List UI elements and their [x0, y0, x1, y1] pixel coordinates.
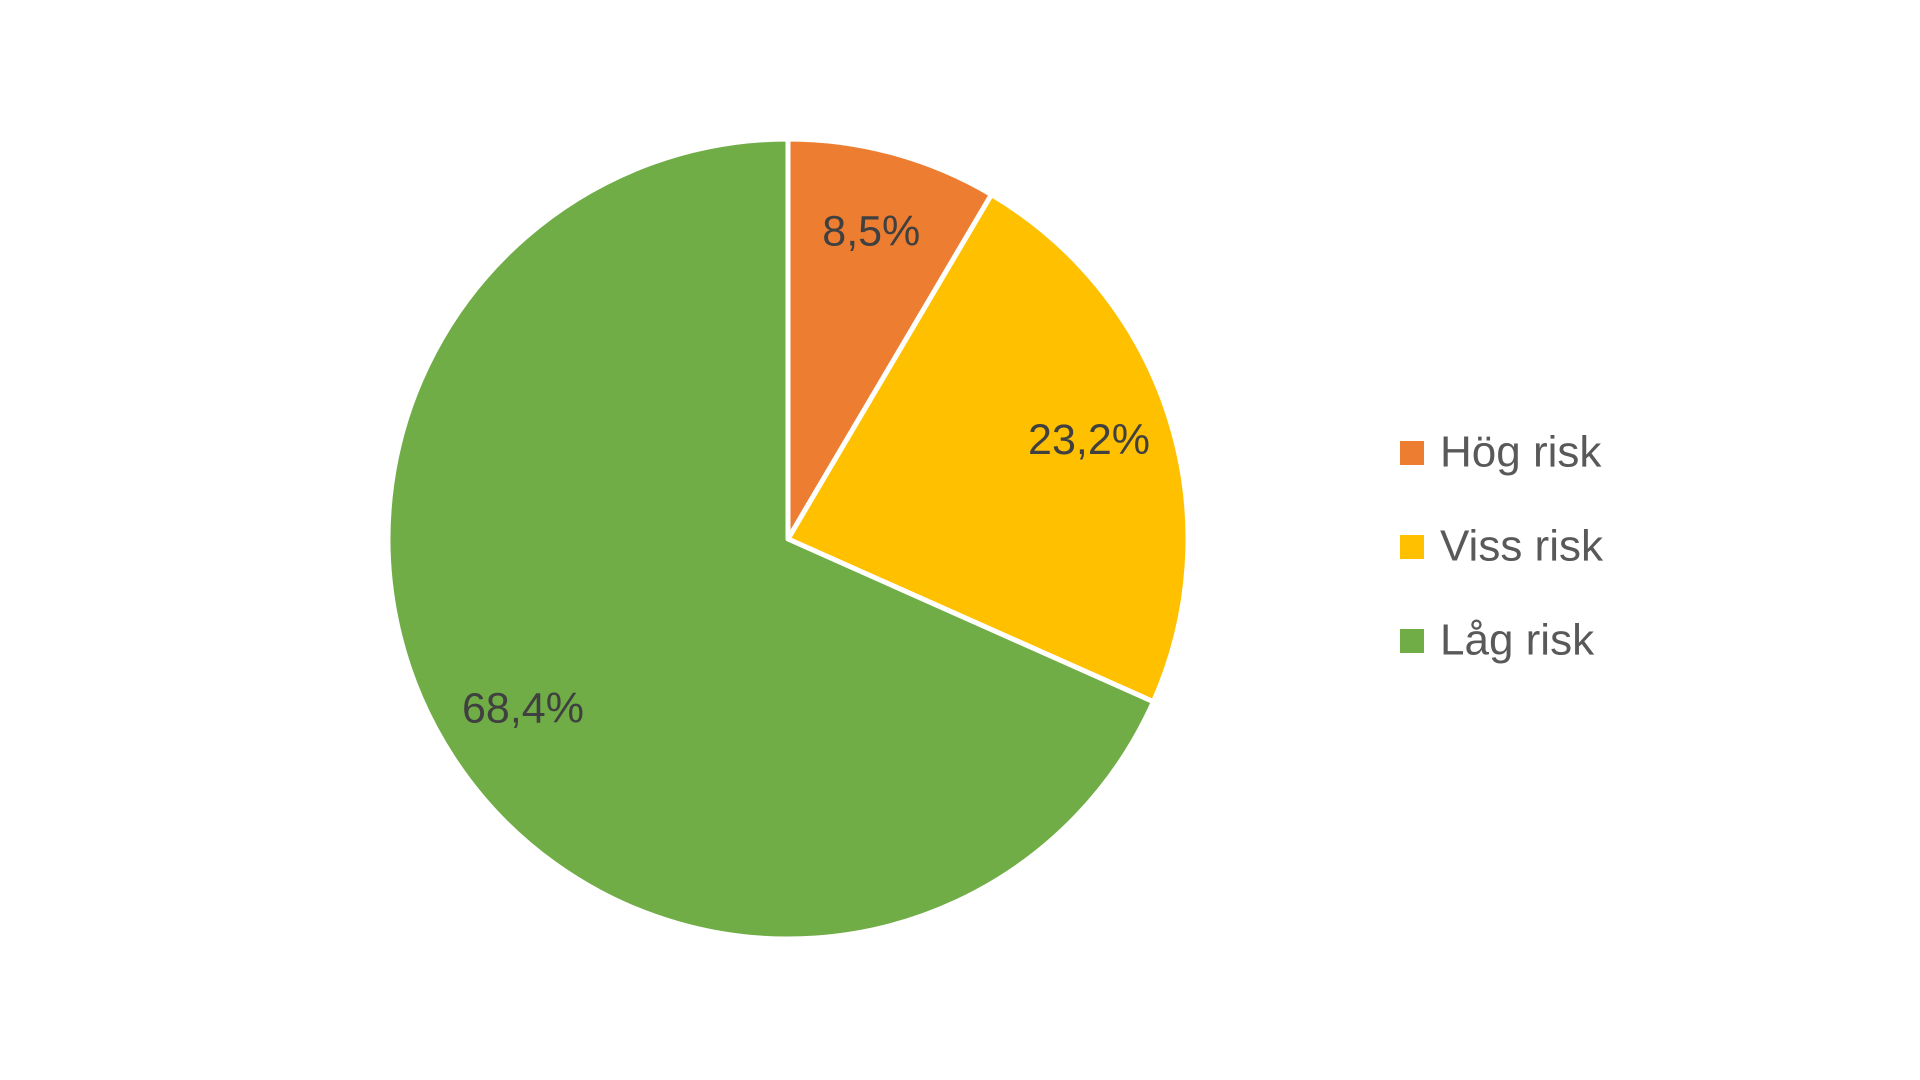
- legend-swatch: [1400, 441, 1424, 465]
- pie-slice: [385, 136, 1156, 942]
- data-label: 68,4%: [462, 684, 584, 732]
- legend-label: Låg risk: [1440, 616, 1595, 665]
- legend-swatch: [1400, 535, 1424, 559]
- pie-slice: [785, 192, 1191, 705]
- data-label: 23,2%: [1028, 416, 1150, 464]
- legend-label: Viss risk: [1440, 522, 1604, 571]
- legend-label: Hög risk: [1440, 428, 1602, 477]
- legend-swatch: [1400, 629, 1424, 653]
- data-label: 8,5%: [822, 208, 920, 256]
- pie-slice: [785, 136, 994, 542]
